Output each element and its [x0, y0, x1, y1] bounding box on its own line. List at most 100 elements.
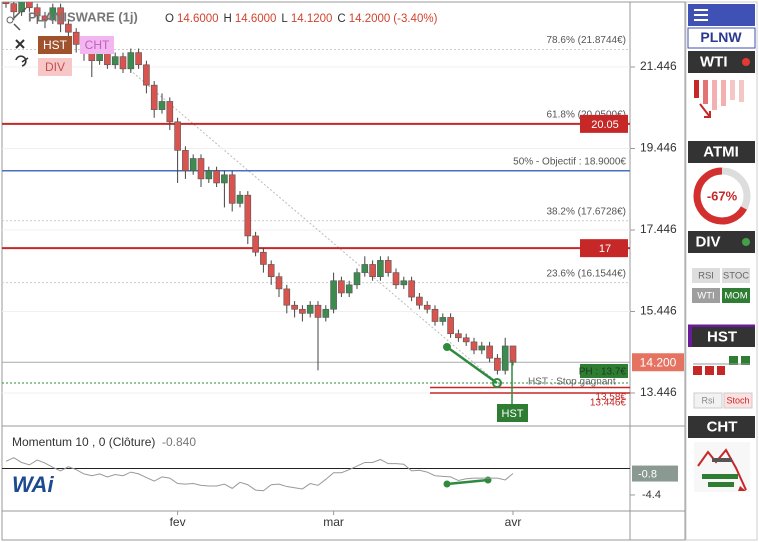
candle-body	[213, 170, 220, 184]
candle-body	[236, 194, 244, 204]
candle-body	[299, 308, 306, 314]
ohlc-change: (-3.40%)	[393, 13, 437, 25]
div-button-label: WTI	[697, 291, 714, 302]
candle-body	[291, 304, 298, 310]
candle-body	[509, 345, 517, 363]
momentum-line	[5, 457, 514, 492]
div-button-label: STOC	[723, 271, 749, 282]
div-title: DIV	[695, 233, 720, 250]
status-dot	[742, 58, 750, 66]
div-button[interactable]	[692, 268, 720, 283]
last-price-label: 14.200	[640, 355, 677, 369]
candle-body	[275, 276, 283, 290]
tool-icons[interactable]	[6, 7, 29, 67]
gauge-label: -67%	[707, 188, 738, 203]
candle-body	[361, 264, 369, 273]
menu-icon	[694, 9, 708, 21]
candle-body	[26, 2, 33, 9]
candle-body	[345, 284, 353, 294]
candle-body	[119, 56, 127, 70]
hst-button[interactable]	[723, 392, 753, 409]
candle-body	[338, 280, 345, 294]
momentum-badge	[632, 465, 678, 482]
hst-ph: PH : 13.7€	[579, 367, 627, 378]
candle-body	[205, 170, 213, 180]
candle-body	[423, 304, 431, 310]
level-label: 17	[599, 243, 611, 255]
hst-button-label: Rsi	[702, 395, 715, 405]
fib-trend	[129, 69, 501, 386]
ohlc-key: L	[281, 13, 288, 25]
div-button[interactable]	[722, 288, 750, 303]
level-badge	[580, 239, 628, 258]
candle-body	[228, 174, 236, 204]
ohlc-legend: O 14.6000 H 14.6000 L 14.1200 C 14.2000 (-3.40%)	[165, 13, 438, 25]
y-tick-label: 19.446	[640, 141, 677, 155]
candle-body	[10, 3, 18, 13]
y-tick-label: 13.446	[640, 385, 677, 399]
hst-button[interactable]	[693, 392, 723, 409]
div-button-label: RSI	[698, 271, 714, 282]
candle-body	[494, 357, 501, 371]
fib-label: 23.6% (16.1544€)	[546, 268, 626, 279]
tag-button[interactable]	[38, 36, 72, 54]
fib-label: 78.6% (21.8744€)	[546, 35, 626, 46]
div-buttons: RSI STOC WTI MOM	[692, 268, 750, 303]
atmi-header[interactable]	[688, 141, 755, 163]
status-dot	[742, 238, 750, 246]
candle-body	[408, 280, 415, 298]
candle-body	[455, 333, 462, 339]
overlay	[443, 343, 502, 488]
hst-box[interactable]	[497, 404, 528, 422]
level-label: 13.58€	[595, 392, 626, 403]
momentum-divergence	[446, 478, 489, 486]
candle-body	[486, 345, 493, 359]
hst-label: HST	[502, 408, 524, 420]
cht-header[interactable]	[688, 416, 755, 438]
hst-ph-box	[580, 364, 628, 378]
x-tick-label: avr	[505, 515, 522, 529]
wti-header[interactable]	[688, 51, 755, 73]
candle-body	[111, 56, 119, 66]
ohlc-key: C	[337, 13, 345, 25]
tag-label: CHT	[85, 38, 110, 52]
candle-body	[33, 7, 41, 17]
candle-body	[244, 194, 252, 237]
candle-body	[57, 7, 64, 25]
candle-body	[447, 317, 454, 335]
symbol: PLNW	[700, 29, 742, 45]
tag-label: HST	[43, 38, 68, 52]
candle-body	[182, 150, 189, 172]
wti-title: WTI	[700, 53, 728, 70]
chart-title: PLANISWARE (1j)	[28, 9, 138, 24]
tag-button[interactable]	[80, 36, 114, 54]
candle-body	[306, 304, 314, 314]
div-header[interactable]	[688, 231, 755, 253]
candle-body	[431, 308, 439, 322]
fib-label: 50% - Objectif : 18.9000€	[513, 156, 626, 167]
tag-button[interactable]	[38, 58, 72, 76]
x-tick-label: fev	[170, 515, 186, 529]
candle-body	[283, 288, 291, 306]
level-label: 13.446€	[590, 398, 627, 409]
hst-title: HST	[707, 328, 737, 345]
divergence-dot	[443, 480, 451, 488]
hst-header[interactable]	[688, 327, 755, 347]
momentum-value: -0.840	[162, 435, 196, 449]
candle-body	[478, 345, 486, 351]
candle-body	[377, 260, 384, 277]
candle-body	[197, 158, 205, 180]
candle-body	[166, 101, 174, 123]
candle-body	[189, 158, 197, 172]
candle-body	[135, 52, 142, 66]
level-label: 20.05	[591, 119, 619, 131]
ohlc-value: 14.2000	[349, 13, 391, 25]
div-button[interactable]	[722, 268, 750, 283]
candle-body	[462, 337, 470, 343]
div-button[interactable]	[692, 288, 720, 303]
cht-title: CHT	[707, 418, 738, 435]
divergence-dot	[443, 343, 451, 351]
tag-label: DIV	[45, 60, 65, 74]
